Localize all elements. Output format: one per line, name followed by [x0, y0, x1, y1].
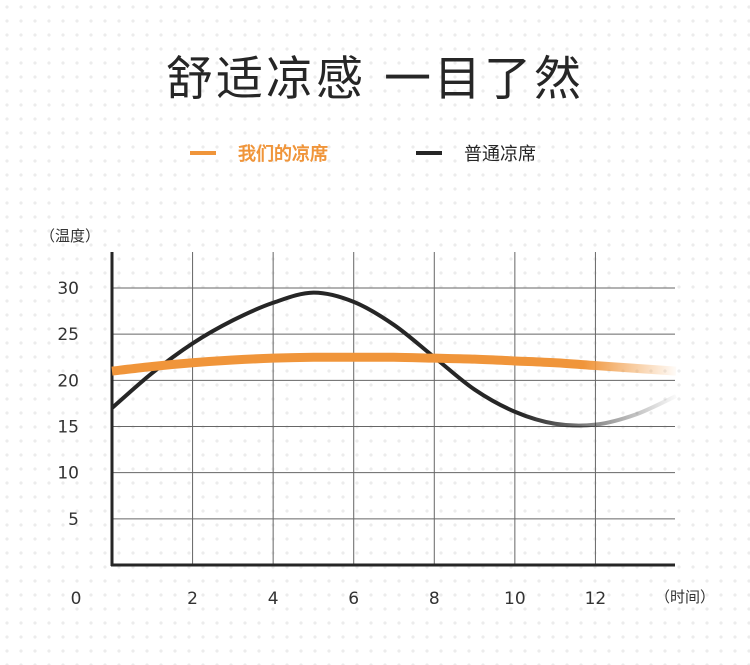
- y-tick-label: 15: [57, 418, 79, 438]
- series-line-ours: [111, 352, 677, 376]
- y-axis-label: （温度）: [40, 227, 101, 245]
- legend-swatch-ours: [190, 151, 216, 155]
- y-tick-label: 10: [57, 464, 79, 484]
- series-line-ordinary: [110, 290, 677, 428]
- legend-swatch-ordinary: [416, 151, 442, 155]
- x-tick-label: 8: [429, 589, 440, 609]
- page-title: 舒适凉感 一目了然: [166, 52, 584, 107]
- x-tick-label: 10: [504, 589, 526, 609]
- legend-label-ours: 我们的凉席: [238, 144, 328, 165]
- y-tick-label: 25: [57, 325, 79, 345]
- x-tick-label: 12: [585, 589, 607, 609]
- y-tick-label: 30: [57, 279, 79, 299]
- y-tick-label: 20: [57, 371, 79, 391]
- legend-label-ordinary: 普通凉席: [464, 144, 536, 165]
- x-axis-label: （时间）: [655, 588, 716, 606]
- origin-label: 0: [71, 589, 82, 609]
- x-tick-label: 4: [268, 589, 279, 609]
- y-tick-label: 5: [68, 510, 79, 530]
- legend-item-ordinary: 普通凉席: [416, 140, 536, 166]
- x-tick-label: 6: [348, 589, 359, 609]
- x-tick-label: 2: [187, 589, 198, 609]
- legend-item-ours: 我们的凉席: [190, 140, 328, 166]
